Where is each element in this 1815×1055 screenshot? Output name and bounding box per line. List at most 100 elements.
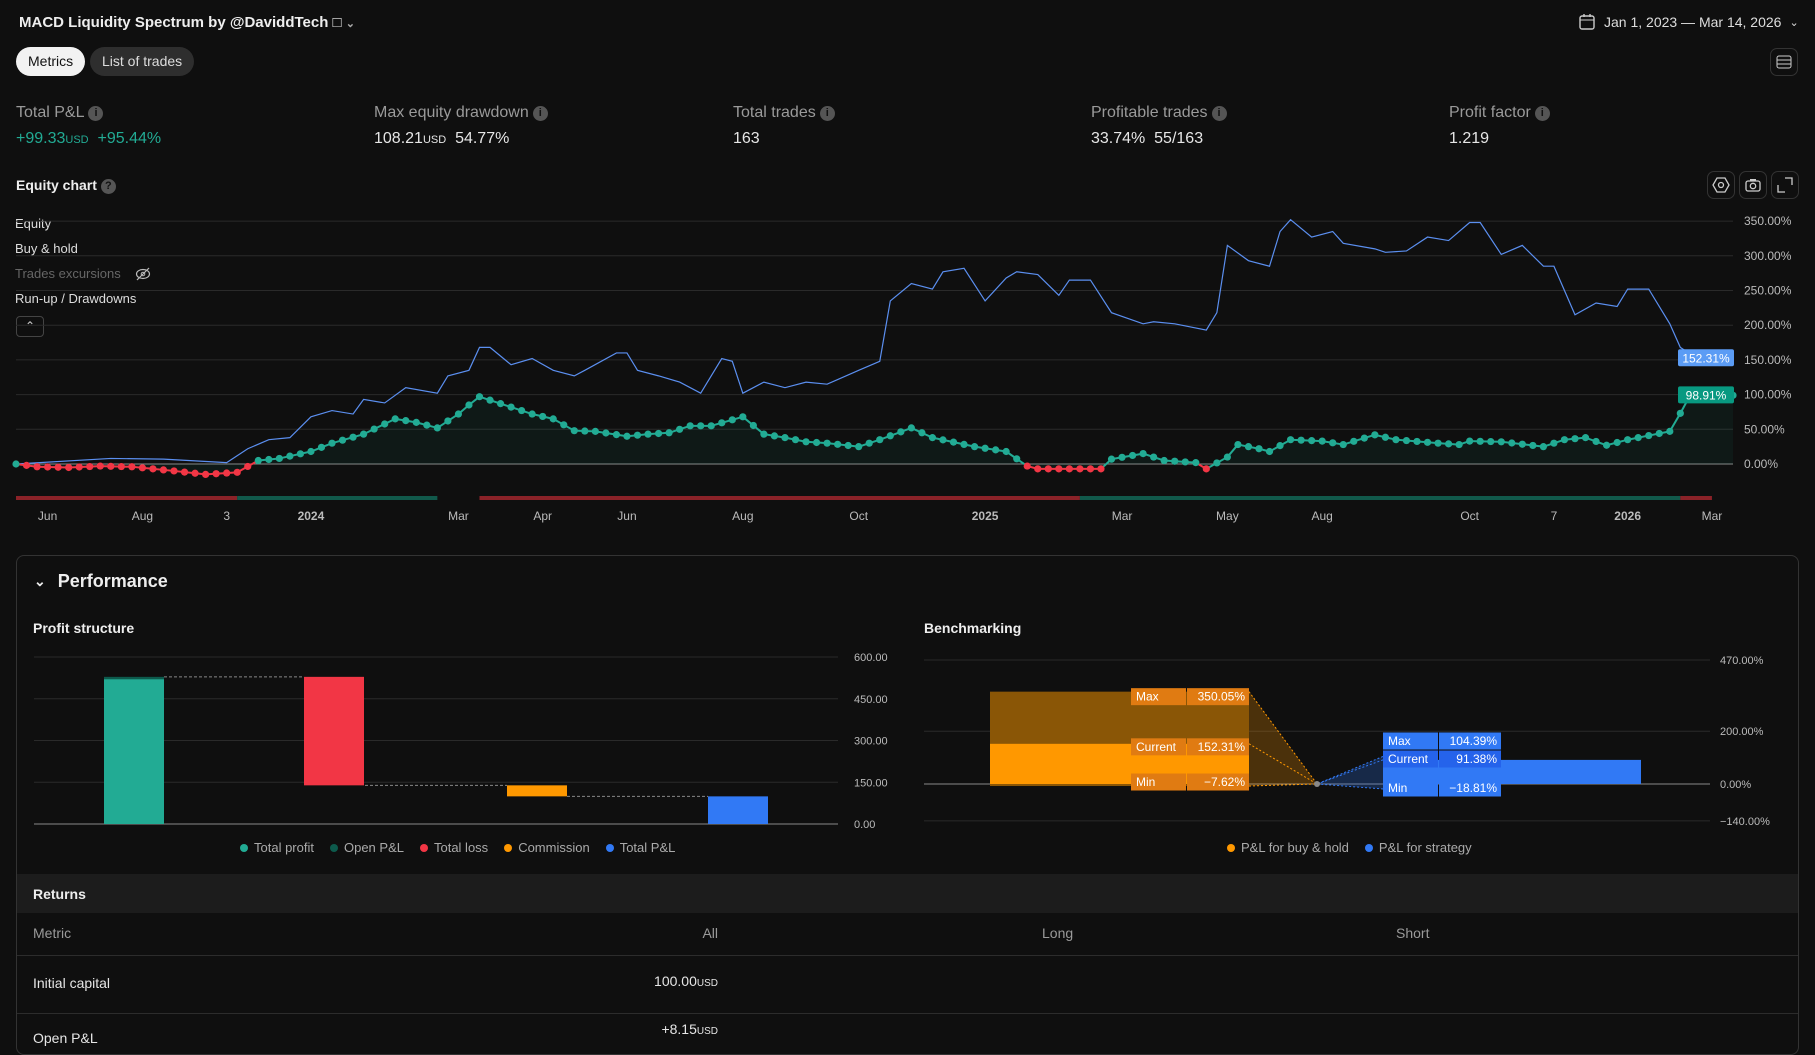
x-tick-label: Jun (617, 509, 636, 523)
equity-point (886, 432, 894, 440)
equity-point (1487, 437, 1495, 446)
equity-point (570, 427, 578, 435)
stat-value: −7.62% (1204, 775, 1245, 789)
stat-value-box (1439, 779, 1501, 797)
equity-point (697, 422, 705, 430)
equity-line-segment (363, 417, 396, 436)
x-tick-label: 3 (223, 509, 230, 523)
stat-value: 350.05% (1198, 690, 1246, 704)
equity-point (212, 470, 220, 478)
equity-point (44, 463, 52, 471)
equity-point (1444, 440, 1453, 448)
equity-line-segment (68, 465, 101, 469)
date-range[interactable]: Jan 1, 2023 — Mar 14, 2026 ⌄ (1578, 13, 1799, 31)
equity-point (191, 469, 199, 477)
equity-point (1086, 465, 1095, 473)
help-icon[interactable]: ? (100, 179, 116, 194)
legend-item[interactable]: Open P&L (330, 840, 404, 855)
trade-strip-segment (1079, 496, 1681, 500)
equity-line-segment (974, 445, 1007, 453)
last-value-badge (1678, 349, 1734, 367)
y-tick-label: 450.00 (854, 694, 888, 706)
equity-point (1055, 465, 1063, 473)
bar-commission (507, 785, 567, 797)
x-tick-label: Aug (132, 509, 153, 523)
stat-value-box (1187, 688, 1249, 706)
equity-line-segment (173, 469, 206, 476)
equity-point (802, 438, 810, 446)
fullscreen-button[interactable] (1771, 171, 1799, 199)
origin-point (1314, 781, 1320, 787)
legend-buy-hold[interactable]: Buy & hold (15, 241, 78, 256)
tab-metrics[interactable]: Metrics (16, 47, 86, 76)
legend-runup-drawdowns[interactable]: Run-up / Drawdowns (15, 291, 137, 306)
eye-off-icon[interactable] (135, 267, 151, 281)
equity-point (1581, 434, 1590, 442)
equity-point (644, 430, 652, 438)
performance-toggle[interactable]: ⌄ Performance (34, 571, 168, 591)
legend-item[interactable]: Total P&L (606, 840, 676, 855)
equity-point (1402, 436, 1411, 445)
equity-point (581, 427, 589, 435)
equity-point (1202, 465, 1210, 473)
metric-value: 163 (733, 130, 760, 147)
equity-point (1171, 457, 1179, 465)
equity-point (928, 434, 937, 442)
stat-name: Max (1388, 734, 1411, 748)
equity-point (1065, 465, 1073, 473)
y-tick-label: 150.00% (1744, 353, 1792, 367)
equity-point (560, 421, 568, 429)
equity-point (1392, 436, 1400, 444)
benchmarking-title: Benchmarking (924, 620, 1022, 636)
equity-point (433, 424, 441, 432)
stat-name: Min (1136, 775, 1155, 789)
equity-point (1655, 429, 1663, 438)
screenshot-button[interactable] (1739, 171, 1767, 199)
equity-point (1645, 431, 1653, 440)
legend-item[interactable]: Total loss (420, 840, 488, 855)
equity-point (328, 439, 336, 447)
equity-point (855, 443, 863, 451)
stat-label-box (1131, 738, 1186, 756)
equity-line-segment (279, 450, 312, 460)
equity-line-segment (826, 442, 859, 448)
legend-item[interactable]: P&L for buy & hold (1227, 840, 1349, 855)
equity-point (1350, 437, 1358, 445)
list-icon (1776, 55, 1792, 69)
legend-equity[interactable]: Equity (15, 216, 52, 231)
equity-line-segment (1469, 440, 1502, 443)
tab-list-of-trades[interactable]: List of trades (90, 47, 195, 76)
info-icon[interactable]: i (1534, 106, 1550, 121)
equity-point (1318, 437, 1326, 445)
settings-button[interactable] (1707, 171, 1735, 199)
info-icon[interactable]: i (532, 106, 548, 121)
legend-item[interactable]: P&L for strategy (1365, 840, 1472, 855)
equity-line-segment (595, 430, 628, 438)
legend-trades-excursions[interactable]: Trades excursions (15, 266, 151, 281)
equity-chart[interactable]: 0.00% 50.00% 100.00% 150.00% 200.00% 250.00% 3… (0, 200, 1815, 540)
equity-point (1118, 453, 1126, 461)
info-icon[interactable]: i (88, 106, 104, 121)
divider (17, 955, 1798, 956)
y-tick-label: 250.00% (1744, 284, 1792, 298)
last-value-label: 98.91% (1686, 388, 1727, 402)
info-icon[interactable]: i (819, 106, 835, 121)
layout-menu-button[interactable] (1770, 48, 1798, 76)
equity-point (939, 436, 947, 444)
legend-item[interactable]: Commission (504, 840, 590, 855)
equity-point (1223, 453, 1231, 461)
info-icon[interactable]: i (1211, 106, 1227, 121)
metric-label: Profit factor i (1449, 104, 1550, 122)
equity-point (834, 440, 842, 448)
equity-chart-title: Equity chart? (16, 177, 116, 194)
strategy-title[interactable]: MACD Liquidity Spectrum by @DaviddTech □… (19, 14, 355, 31)
chevron-up-icon: ⌃ (24, 319, 36, 333)
legend-item[interactable]: Total profit (240, 840, 314, 855)
equity-point (317, 443, 326, 451)
equity-point (65, 463, 73, 472)
equity-point (454, 410, 463, 418)
equity-point (781, 434, 789, 442)
equity-point (1371, 431, 1379, 439)
metric-value: 33.74% 55/163 (1091, 130, 1204, 147)
collapse-legend-button[interactable]: ⌃ (16, 316, 44, 337)
